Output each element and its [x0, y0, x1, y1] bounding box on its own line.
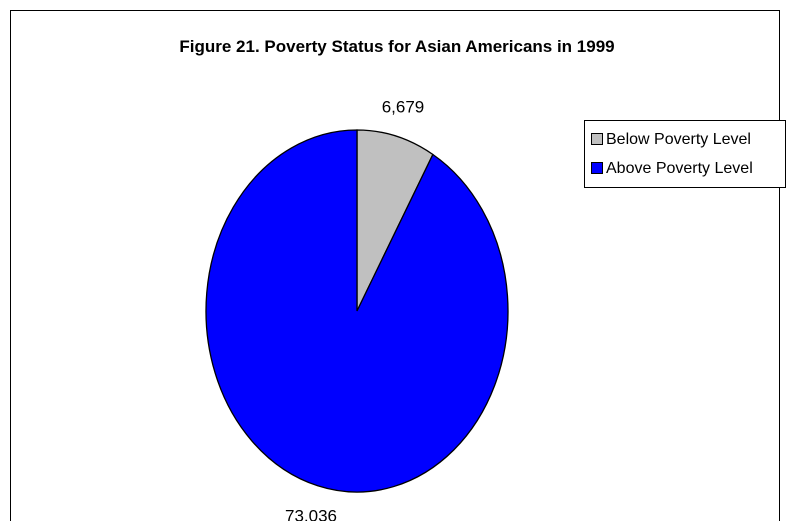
legend-box: [584, 120, 786, 188]
legend-label-below-poverty: Below Poverty Level: [606, 131, 751, 148]
legend-swatch-above-poverty: [591, 162, 603, 174]
chart-title: Figure 21. Poverty Status for Asian Amer…: [179, 37, 614, 56]
legend-label-above-poverty: Above Poverty Level: [606, 160, 753, 177]
legend-swatch-below-poverty: [591, 133, 603, 145]
data-label-above-poverty: 73,036: [285, 507, 337, 521]
chart-border: [10, 10, 780, 521]
pie-slices: [205, 129, 509, 493]
pie-slice-below-poverty: [356, 129, 434, 312]
legend: Below Poverty Level Above Poverty Level: [584, 120, 786, 188]
data-label-below-poverty: 6,679: [382, 98, 425, 117]
pie-slice-above-poverty: [205, 129, 509, 493]
